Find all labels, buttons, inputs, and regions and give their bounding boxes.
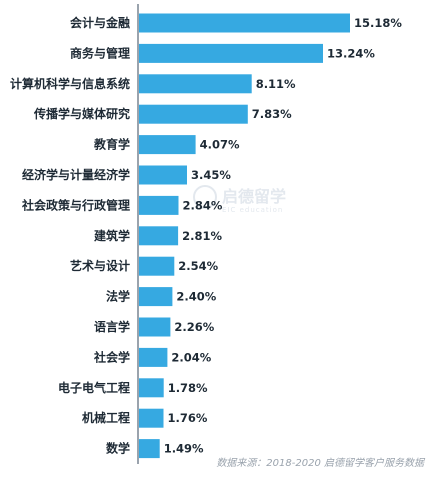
value-label-8: 2.81% bbox=[182, 229, 222, 243]
value-label-15: 1.49% bbox=[164, 442, 204, 456]
value-label-4: 7.83% bbox=[252, 107, 292, 121]
category-label-11: 语言学 bbox=[94, 319, 130, 334]
bar-12 bbox=[139, 347, 168, 367]
value-label-2: 13.24% bbox=[327, 46, 375, 60]
value-label-11: 2.26% bbox=[174, 320, 214, 334]
value-label-1: 15.18% bbox=[354, 16, 402, 30]
value-label-14: 1.76% bbox=[168, 411, 208, 425]
category-label-4: 传播学与媒体研究 bbox=[33, 106, 130, 121]
category-label-2: 商务与管理 bbox=[70, 45, 130, 60]
watermark-logo: 启德留学 EIC education bbox=[193, 185, 286, 214]
watermark-text: 启德留学 bbox=[222, 187, 286, 206]
bar-15 bbox=[139, 439, 160, 459]
bar-1 bbox=[139, 13, 350, 33]
value-label-6: 3.45% bbox=[191, 168, 231, 182]
category-label-9: 艺术与设计 bbox=[70, 258, 130, 273]
category-label-3: 计算机科学与信息系统 bbox=[10, 76, 130, 91]
value-label-10: 2.40% bbox=[176, 290, 216, 304]
bar-2 bbox=[139, 43, 323, 63]
source-note: 数据来源：2018-2020 启德留学客户服务数据 bbox=[216, 457, 426, 469]
bar-6 bbox=[139, 165, 187, 185]
value-label-3: 8.11% bbox=[256, 77, 296, 91]
value-label-9: 2.54% bbox=[178, 259, 218, 273]
value-label-7: 2.84% bbox=[183, 198, 223, 212]
bar-3 bbox=[139, 74, 252, 94]
value-label-5: 4.07% bbox=[200, 138, 240, 152]
watermark-logo-icon bbox=[193, 185, 217, 209]
bar-13 bbox=[139, 378, 164, 398]
bar-14 bbox=[139, 408, 164, 428]
category-label-5: 教育学 bbox=[93, 137, 130, 152]
bar-11 bbox=[139, 317, 171, 337]
category-label-12: 社会学 bbox=[93, 349, 130, 364]
category-label-8: 建筑学 bbox=[93, 228, 130, 243]
watermark-subtext: EIC education bbox=[222, 206, 283, 214]
category-labels: 会计与金融商务与管理计算机科学与信息系统传播学与媒体研究教育学经济学与计量经济学… bbox=[10, 15, 130, 456]
value-label-13: 1.78% bbox=[168, 381, 208, 395]
bar-9 bbox=[139, 256, 175, 276]
value-label-12: 2.04% bbox=[171, 350, 211, 364]
bar-5 bbox=[139, 135, 196, 155]
value-labels: 15.18% 13.24% 8.11% 7.83% 4.07% 3.45% 2.84% 2.8… bbox=[164, 16, 403, 456]
category-label-1: 会计与金融 bbox=[70, 15, 130, 30]
category-label-15: 数学 bbox=[106, 441, 130, 456]
bars-group bbox=[139, 13, 350, 459]
category-label-13: 电子电气工程 bbox=[58, 380, 130, 395]
category-label-7: 社会政策与行政管理 bbox=[21, 197, 130, 212]
bar-10 bbox=[139, 287, 173, 307]
bar-8 bbox=[139, 226, 179, 246]
bar-4 bbox=[139, 104, 248, 124]
category-label-14: 机械工程 bbox=[82, 410, 130, 425]
bar-7 bbox=[139, 195, 179, 215]
category-label-10: 法学 bbox=[106, 289, 130, 304]
category-label-6: 经济学与计量经济学 bbox=[22, 167, 130, 182]
